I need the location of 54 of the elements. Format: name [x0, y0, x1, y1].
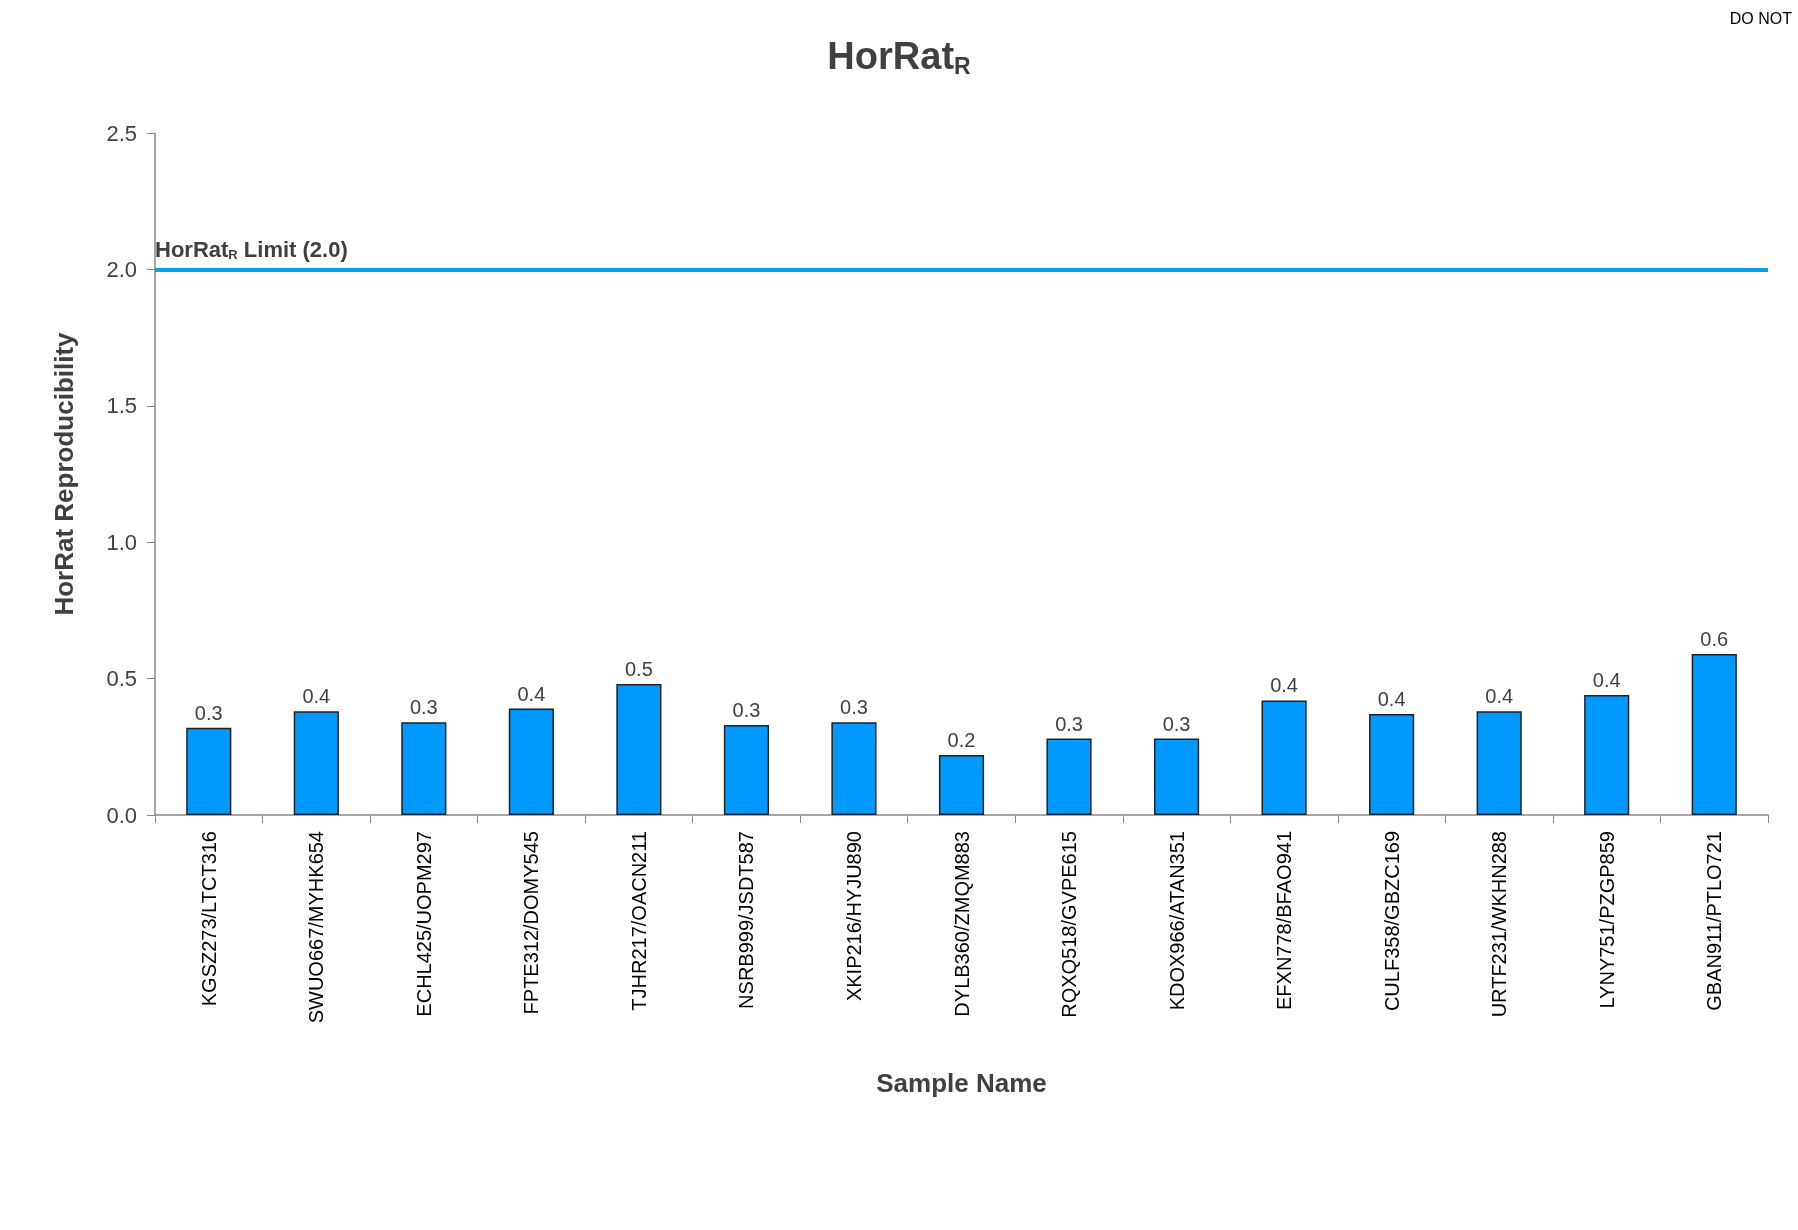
x-tick-label: RQXQ518/GVPE615: [1058, 831, 1081, 1018]
bar: [1046, 738, 1092, 815]
data-label: 0.4: [1485, 685, 1514, 708]
x-tick-label: GBAN911/PTLO721: [1703, 831, 1726, 1011]
bar: [1369, 714, 1415, 815]
bar: [1584, 694, 1630, 815]
x-tick-label: FPTE312/DOMY545: [520, 831, 543, 1015]
x-tick-label: KDOX966/ATAN351: [1165, 831, 1188, 1011]
bar: [616, 684, 662, 815]
bar: [938, 754, 985, 815]
data-label: 0.2: [947, 728, 976, 751]
data-label: 0.4: [302, 685, 331, 708]
bar: [1153, 738, 1200, 815]
text: DO NOT: [1729, 9, 1793, 27]
bar: [1261, 700, 1307, 815]
y-tick-label: 1.5: [106, 393, 137, 419]
x-tick-label: KGSZ273/LTCT316: [197, 831, 220, 1007]
data-label: 0.3: [1055, 712, 1083, 735]
data-label: 0.4: [1377, 688, 1406, 711]
x-tick-label: DYLB360/ZMQM883: [950, 831, 973, 1017]
y-axis-title: HorRat Reproducibility: [49, 331, 79, 616]
x-axis-title: Sample Name: [876, 1068, 1047, 1098]
x-tick-label: EFXN778/BFAO941: [1273, 831, 1296, 1010]
x-tick-label: LYNY751/PZGP859: [1595, 831, 1618, 1009]
bar: [723, 724, 770, 815]
data-label: 0.4: [517, 682, 546, 705]
data-label: 0.3: [194, 701, 223, 724]
x-tick-label: ECHL425/UOPM297: [412, 831, 435, 1017]
bar: [1476, 711, 1522, 815]
data-label: 0.3: [1162, 712, 1191, 735]
bar: [831, 722, 877, 815]
x-tick-label: NSRB999/JSDT587: [735, 831, 758, 1009]
y-tick-label: 1.0: [106, 529, 137, 555]
data-label: 0.3: [840, 696, 868, 719]
y-tick-label: 0.5: [106, 666, 137, 692]
x-tick-label: SWUO667/MYHK654: [305, 831, 328, 1024]
bar: [508, 708, 554, 815]
y-tick-label: 2.5: [106, 120, 137, 146]
x-tick-label: XKIP216/HYJU890: [842, 831, 865, 1002]
bar: [401, 722, 447, 815]
y-tick-label: 0.0: [106, 802, 137, 828]
data-label: 0.6: [1700, 628, 1729, 651]
data-label: 0.4: [1270, 674, 1299, 697]
data-label: 0.3: [732, 698, 761, 721]
x-tick-label: URTF231/WKHN288: [1488, 831, 1511, 1018]
bar: [293, 711, 339, 815]
x-tick-label: CULF358/GBZC169: [1380, 831, 1403, 1012]
data-label: 0.5: [624, 658, 653, 681]
bar: [186, 727, 232, 815]
data-label: 0.3: [409, 696, 438, 719]
data-label: 0.4: [1592, 668, 1621, 691]
x-tick-label: TJHR217/OACN211: [627, 831, 650, 1011]
y-tick-label: 2.0: [106, 256, 137, 282]
bar: [1691, 654, 1737, 815]
